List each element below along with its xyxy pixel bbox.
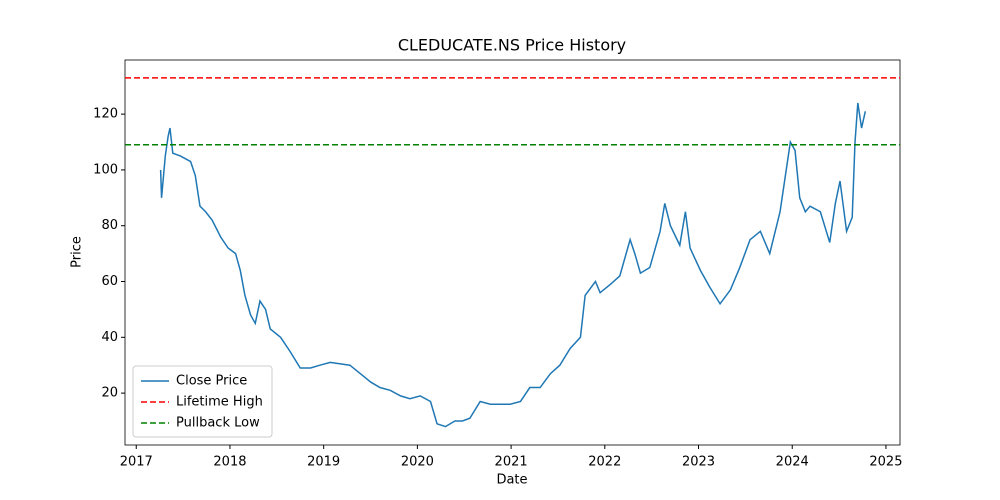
price-line — [159, 102, 867, 428]
y-tick-label: 120 — [93, 107, 118, 122]
y-tick-label: 20 — [101, 386, 118, 401]
x-tick-label: 2021 — [495, 455, 528, 470]
y-tick-label: 80 — [101, 218, 118, 233]
legend-box — [132, 365, 273, 438]
y-axis-label: Price — [70, 236, 85, 268]
x-tick-label: 2024 — [776, 455, 809, 470]
legend-label: Pullback Low — [176, 416, 260, 431]
x-axis-label: Date — [496, 473, 527, 488]
x-tick-label: 2017 — [120, 455, 153, 470]
y-tick-label: 60 — [101, 274, 118, 289]
x-tick-label: 2019 — [307, 455, 340, 470]
plot-area — [124, 59, 901, 446]
y-tick-label: 100 — [93, 162, 118, 177]
y-tick-label: 40 — [101, 330, 118, 345]
chart-title: CLEDUCATE.NS Price History — [398, 36, 626, 55]
x-tick-label: 2020 — [401, 455, 434, 470]
x-tick-label: 2018 — [213, 455, 246, 470]
legend-label: Close Price — [176, 374, 247, 389]
x-tick-label: 2025 — [869, 455, 902, 470]
x-tick-label: 2023 — [682, 455, 715, 470]
legend-label: Lifetime High — [176, 395, 263, 410]
x-tick-label: 2022 — [588, 455, 621, 470]
